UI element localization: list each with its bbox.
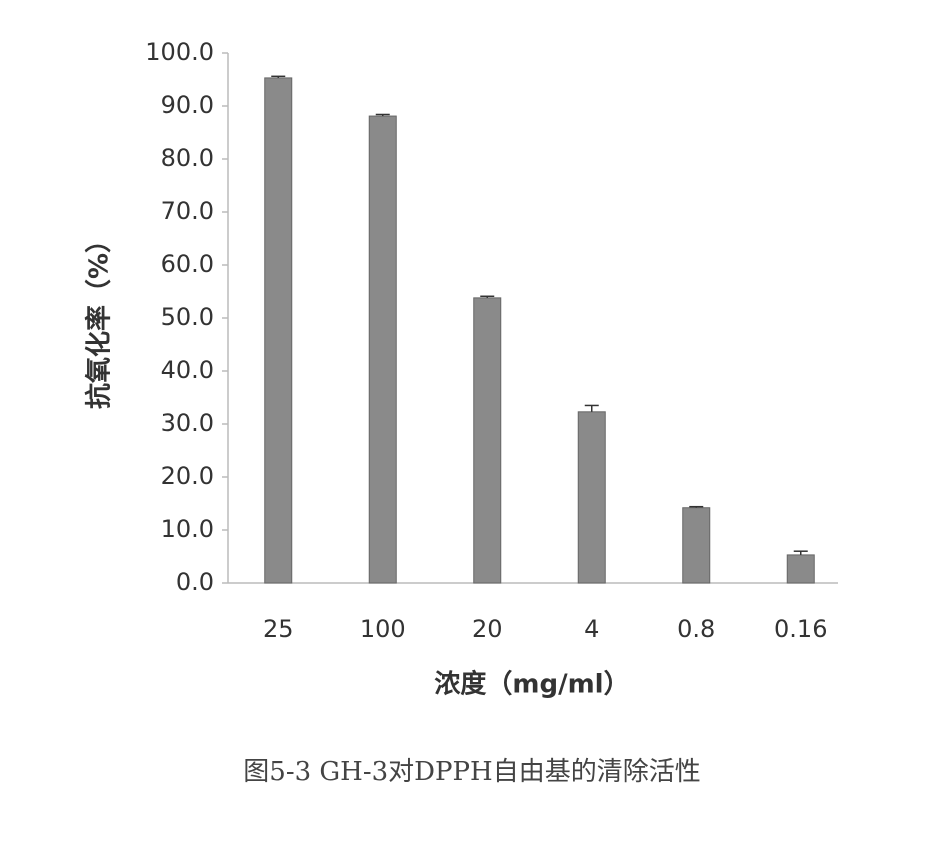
x-tick-label: 25	[263, 615, 294, 643]
y-tick-label: 20.0	[161, 462, 214, 490]
y-tick-label: 40.0	[161, 356, 214, 384]
y-tick-label: 100.0	[145, 38, 214, 66]
error-bar	[584, 404, 599, 412]
x-tick-label: 100	[360, 615, 406, 643]
x-tick-label: 0.16	[774, 615, 827, 643]
error-bar	[375, 113, 390, 117]
y-axis-label: 抗氧化率（%）	[84, 227, 115, 409]
chart-title: 图5-3 GH-3对DPPH自由基的清除活性	[243, 757, 700, 787]
x-axis-label: 浓度（mg/ml）	[434, 669, 629, 700]
bar	[682, 507, 711, 584]
bar	[473, 297, 502, 584]
error-bar	[793, 550, 808, 555]
bar	[577, 411, 606, 584]
y-tick-label: 30.0	[161, 409, 214, 437]
y-tick-label: 90.0	[161, 91, 214, 119]
x-tick-label: 4	[584, 615, 599, 643]
y-tick-label: 80.0	[161, 144, 214, 172]
y-tick-label: 60.0	[161, 250, 214, 278]
error-bar	[271, 75, 286, 78]
x-tick-label: 20	[472, 615, 503, 643]
y-tick-label: 70.0	[161, 197, 214, 225]
bar	[786, 554, 815, 584]
y-tick-label: 50.0	[161, 303, 214, 331]
x-tick-label: 0.8	[677, 615, 715, 643]
bar	[264, 77, 293, 584]
y-tick-label: 0.0	[176, 568, 214, 596]
error-bar	[689, 505, 704, 508]
bar	[368, 115, 397, 584]
error-bar	[480, 295, 495, 298]
y-tick-label: 10.0	[161, 515, 214, 543]
